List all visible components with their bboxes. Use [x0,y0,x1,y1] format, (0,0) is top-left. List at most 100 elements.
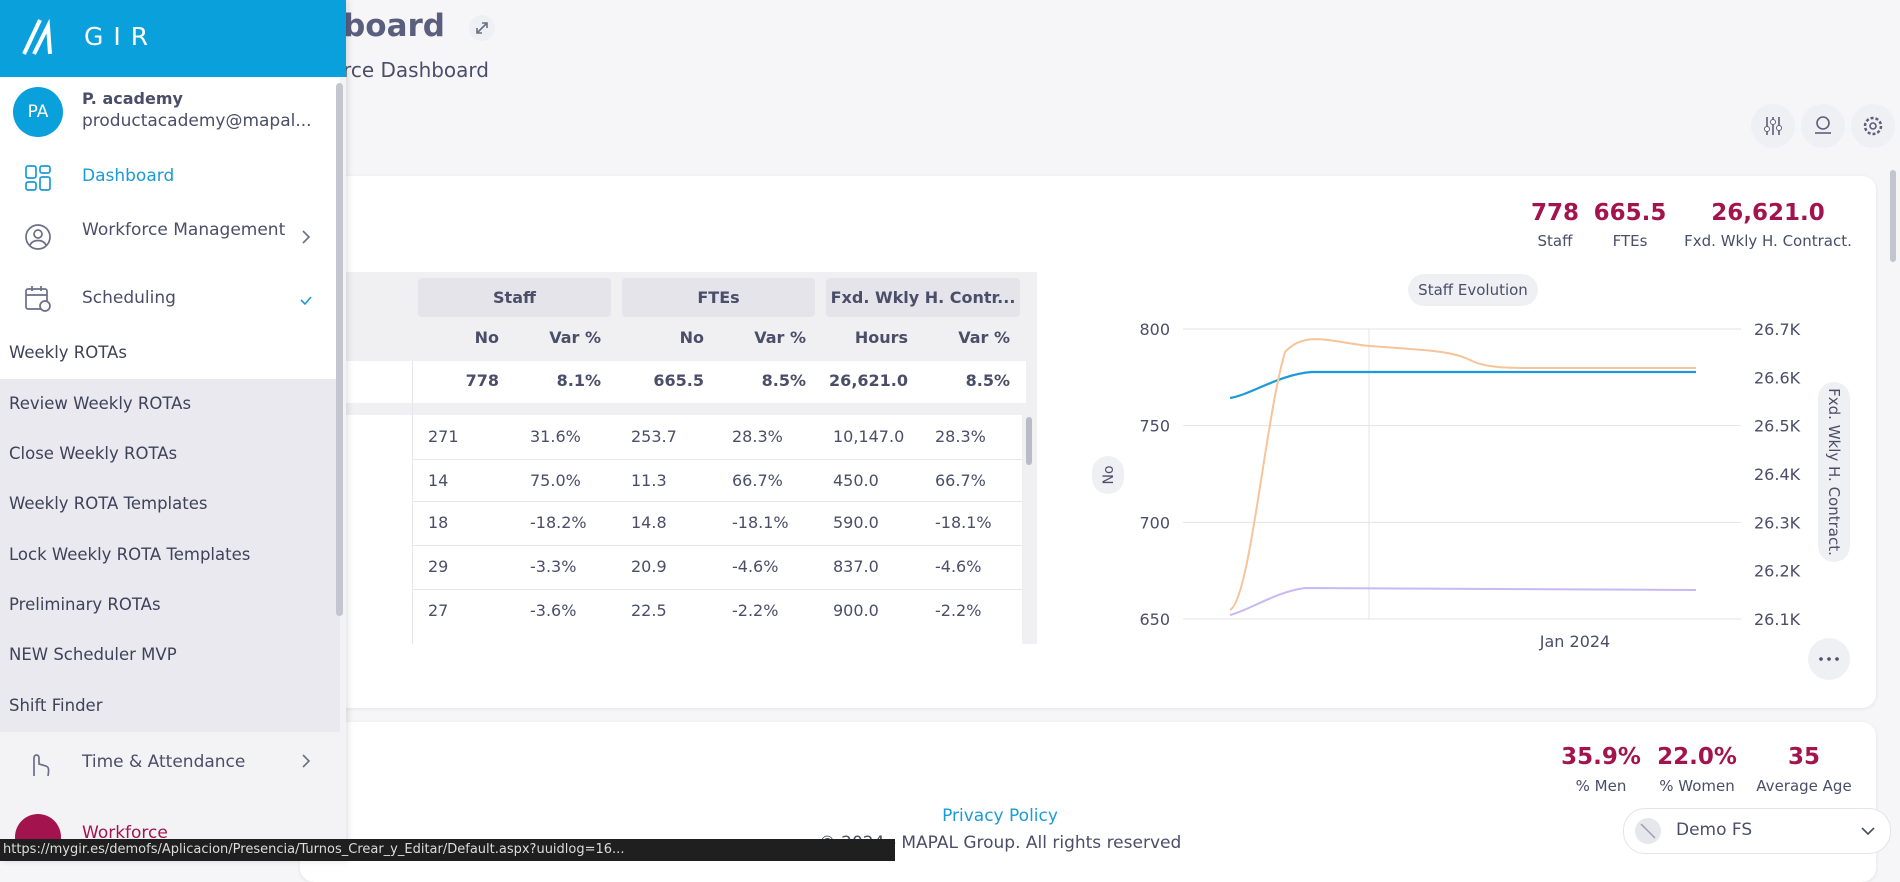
column-header: Var % [549,328,601,347]
cell: -4.6% [732,557,779,576]
settings-button[interactable] [1851,104,1895,148]
column-header: Hours [854,328,908,347]
cell: 66.7% [732,471,783,490]
cell: 14 [428,471,449,490]
kpi-value: 665.5 [1593,200,1667,226]
sidebar: GIR PA P. academy productacademy@mapal..… [0,0,346,861]
cell: -3.3% [530,557,577,576]
total-row [330,361,1026,403]
spacer [1894,170,1900,262]
menu-item[interactable]: Workforce Management [82,220,286,240]
total-cell: 665.5 [653,371,704,390]
chevron-right [302,754,311,768]
cell: 75.0% [530,471,581,490]
group-header: Fxd. Wkly H. Contr... [826,278,1020,317]
cell: -18.1% [732,513,789,532]
y-tick-label: 800 [1139,320,1170,339]
submenu-active [0,329,340,379]
cell: -2.2% [935,601,982,620]
table-body [330,415,1022,644]
y-tick-label: 650 [1139,610,1170,629]
cell: 11.3 [631,471,667,490]
kpi-label: % Men [1575,777,1627,795]
fte-line [1229,586,1697,616]
submenu-item[interactable]: Preliminary ROTAs [9,595,161,614]
cell: 14.8 [631,513,667,532]
brand: GIR [84,22,159,51]
filter-button[interactable] [1751,104,1795,148]
kpi-label: % Women [1659,777,1735,795]
cell: 10,147.0 [833,427,905,446]
cell: -2.2% [732,601,779,620]
cell: 66.7% [935,471,986,490]
kpi-label: FTEs [1612,232,1648,250]
menu-item[interactable]: Time & Attendance [82,752,246,772]
y2-label-pill [1818,382,1850,562]
cell: 271 [428,427,459,446]
cell: 590.0 [833,513,879,532]
sidebar-header: GIR [0,0,346,77]
company-icon [1635,818,1661,844]
time-icon [33,754,50,777]
kpi-label: Average Age [1756,777,1852,795]
cell: 31.6% [530,427,581,446]
cell: 900.0 [833,601,879,620]
cell: 253.7 [631,427,677,446]
y2-tick-label: 26.6K [1754,368,1801,387]
submenu-item[interactable]: Review Weekly ROTAs [9,394,192,413]
group-header: FTEs [622,278,815,317]
menu-item[interactable]: Scheduling [82,288,176,308]
location-button[interactable] [1801,104,1845,148]
row-divider [412,459,1022,460]
cell: -18.1% [935,513,992,532]
menu-item[interactable]: Dashboard [82,166,175,186]
y-tick-label: 700 [1139,513,1170,532]
y2-tick-label: 26.1K [1754,610,1801,629]
row-divider [412,501,1022,502]
expand-button[interactable] [468,14,496,42]
kpi-value: 35.9% [1561,744,1641,770]
toolbar [1751,104,1895,148]
staff-chart: 26.1K 26.2K 26.3K 26.4K 26.5K 26.6K 26.7K 650 70… [1092,274,1850,680]
avatar: PA [13,87,63,137]
column-header: No [474,328,499,347]
total-cell: 8.5% [761,371,806,390]
scheduling-icon [25,286,51,312]
dashboard-icon [25,165,51,191]
submenu [0,329,340,732]
chevron-expanded [300,296,312,306]
chevron-down [1861,827,1875,836]
more-button[interactable] [1808,638,1850,680]
kpi-value: 778 [1530,200,1580,226]
kpi-value: 26,621.0 [1711,200,1825,226]
y2-tick-label: 26.7K [1754,320,1801,339]
y2-tick-label: 26.3K [1754,513,1801,532]
chart-title-pill [1408,274,1538,306]
submenu-item[interactable]: Shift Finder [9,696,103,715]
table-scrollbar [1026,417,1032,465]
col-divider [412,361,413,644]
workforce-icon [25,224,51,250]
submenu-item[interactable]: Weekly ROTA Templates [9,494,208,513]
x-axis-label: Jan 2024 [1539,632,1610,651]
row-divider [412,589,1022,590]
column-header: Var % [958,328,1010,347]
cell: -4.6% [935,557,982,576]
y-label-pill [1092,456,1124,494]
privacy-link[interactable]: Privacy Policy [942,806,1058,826]
menu-item[interactable]: Workforce [82,823,168,843]
cell: 22.5 [631,601,667,620]
copyright: © 2024 - MAPAL Group. All rights reserve… [818,833,1182,853]
cell: 29 [428,557,449,576]
submenu-item[interactable]: Close Weekly ROTAs [9,444,178,463]
company-selector[interactable]: Demo FS [1623,808,1891,854]
y2-tick-label: 26.4K [1754,465,1801,484]
kpi-label: Fxd. Wkly H. Contract. [1684,232,1852,250]
staff-line [1229,370,1696,400]
submenu-item[interactable]: Lock Weekly ROTA Templates [9,545,251,564]
submenu-item[interactable]: NEW Scheduler MVP [9,645,177,664]
page-scrollbar [1890,170,1896,262]
submenu-item[interactable]: Weekly ROTAs [9,343,127,362]
y2-axis-label: Fxd. Wkly H. Contract. [1825,388,1843,556]
cell: 837.0 [833,557,879,576]
